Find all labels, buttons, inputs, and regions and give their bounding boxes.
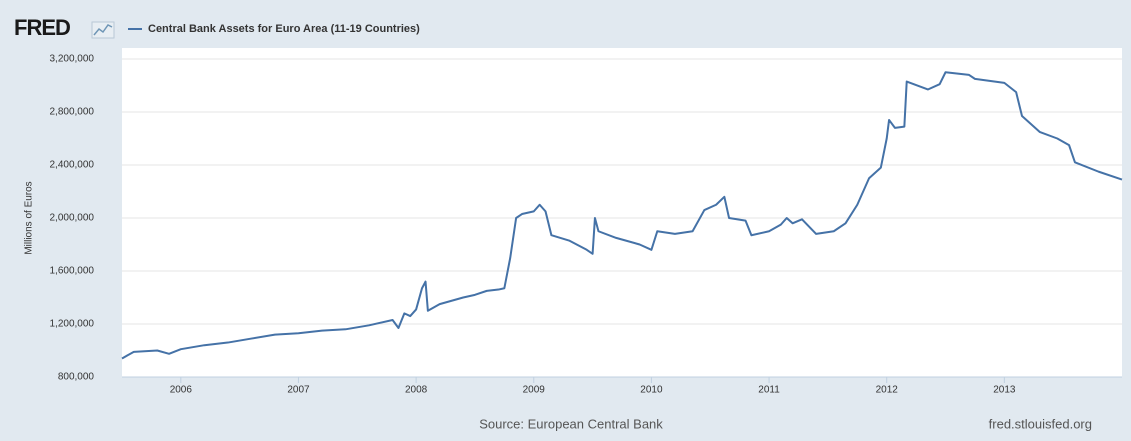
site: fred.stlouisfed.org [989, 416, 1092, 431]
plot-area [122, 48, 1122, 377]
x-tick-label: 2006 [170, 385, 193, 396]
logo-icon [91, 21, 115, 39]
y-tick-label: 3,200,000 [50, 54, 95, 65]
x-tick-label: 2013 [993, 385, 1016, 396]
y-tick-label: 2,400,000 [50, 160, 95, 171]
y-tick-label: 1,600,000 [50, 266, 95, 277]
x-tick-label: 2007 [287, 385, 310, 396]
x-tick-label: 2012 [876, 385, 899, 396]
y-tick-label: 2,000,000 [50, 213, 95, 224]
logo: FRED [14, 15, 70, 40]
legend-label: Central Bank Assets for Euro Area (11-19… [148, 23, 420, 35]
x-tick-label: 2011 [758, 385, 780, 396]
y-tick-label: 800,000 [58, 372, 95, 383]
y-tick-label: 2,800,000 [50, 107, 95, 118]
y-axis-label: Millions of Euros [24, 181, 35, 254]
x-tick-label: 2009 [523, 385, 546, 396]
data-line [121, 71, 1123, 360]
x-tick-label: 2008 [405, 385, 428, 396]
y-tick-label: 1,200,000 [50, 319, 95, 330]
x-tick-label: 2010 [640, 385, 663, 396]
source: Source: European Central Bank [479, 416, 663, 431]
